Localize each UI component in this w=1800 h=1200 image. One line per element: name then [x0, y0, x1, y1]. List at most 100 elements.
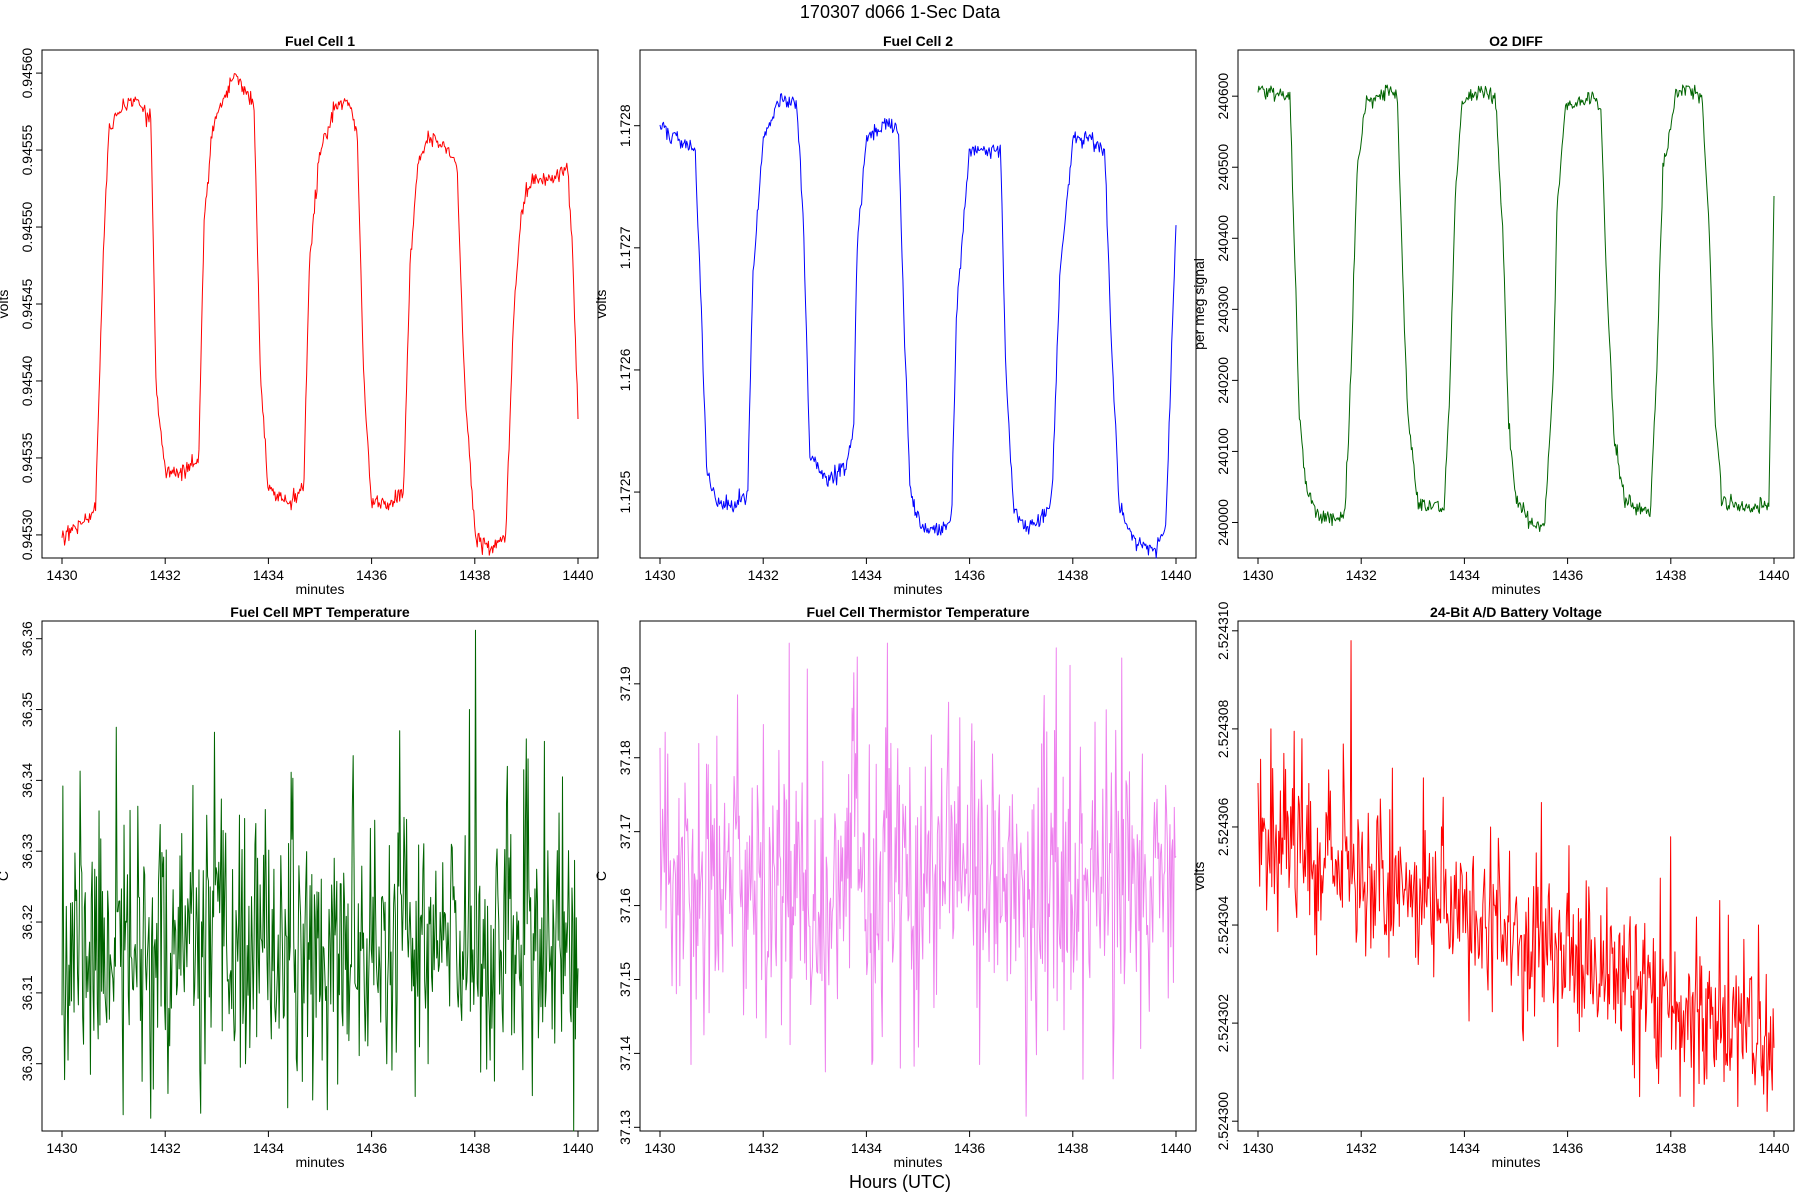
y-tick-label: 2.524308 — [1215, 699, 1231, 758]
panel-6: 24-Bit A/D Battery Voltage 1430 1432 1434 14… — [1191, 601, 1795, 1170]
y-tick-label: 1.1726 — [617, 348, 633, 391]
plot-frame — [1237, 620, 1795, 1132]
x-tick-label: 1436 — [954, 1140, 985, 1156]
x-tick-label: 1432 — [1346, 1140, 1377, 1156]
x-axis-label: minutes — [893, 1154, 942, 1170]
panel-1: Fuel Cell 1 1430 1432 1434 1436 1438 1440 minut… — [0, 33, 599, 597]
y-tick-label: 240400 — [1215, 215, 1231, 262]
panel-title: Fuel Cell 1 — [285, 33, 355, 49]
x-tick-label: 1430 — [1242, 1140, 1273, 1156]
series-line — [659, 93, 1177, 559]
x-tick-label: 1436 — [1552, 567, 1583, 583]
x-tick-label: 1432 — [748, 1140, 779, 1156]
y-tick-label: 0.94540 — [19, 355, 35, 406]
x-tick-label: 1430 — [644, 567, 675, 583]
x-tick-label: 1438 — [459, 1140, 490, 1156]
x-tick-label: 1438 — [1057, 567, 1088, 583]
x-axis-label: minutes — [295, 1154, 344, 1170]
panel-title: 24-Bit A/D Battery Voltage — [1430, 604, 1602, 620]
x-tick-label: 1440 — [1758, 567, 1789, 583]
series-line — [1257, 84, 1775, 533]
series-line — [1257, 640, 1775, 1112]
y-tick-label: 36.31 — [19, 975, 35, 1010]
y-tick-label: 0.94545 — [19, 278, 35, 329]
x-tick-label: 1430 — [1242, 567, 1273, 583]
y-tick-label: 240000 — [1215, 499, 1231, 546]
y-tick-label: 37.16 — [617, 888, 633, 923]
x-axis-label: minutes — [295, 581, 344, 597]
x-axis-label: minutes — [1491, 581, 1540, 597]
y-tick-label: 240100 — [1215, 428, 1231, 475]
y-tick-label: 37.13 — [617, 1110, 633, 1145]
panel-4: Fuel Cell MPT Temperature 1430 1432 1434 143… — [0, 604, 599, 1170]
y-tick-label: 2.524306 — [1215, 798, 1231, 857]
y-tick-label: 2.524302 — [1215, 994, 1231, 1053]
y-axis-label: C — [0, 871, 11, 881]
x-tick-label: 1436 — [954, 567, 985, 583]
plot-frame — [1237, 49, 1795, 559]
x-tick-label: 1434 — [253, 567, 284, 583]
y-axis-label: per meg signal — [1191, 258, 1207, 350]
x-tick-label: 1432 — [150, 567, 181, 583]
x-tick-label: 1440 — [1160, 567, 1191, 583]
plot-frame — [41, 620, 599, 1132]
x-tick-label: 1438 — [459, 567, 490, 583]
x-tick-label: 1430 — [644, 1140, 675, 1156]
y-tick-label: 36.36 — [19, 621, 35, 656]
y-tick-label: 37.15 — [617, 962, 633, 997]
y-tick-label: 36.30 — [19, 1046, 35, 1081]
y-tick-label: 37.18 — [617, 740, 633, 775]
x-tick-label: 1430 — [46, 1140, 77, 1156]
y-tick-label: 37.14 — [617, 1036, 633, 1071]
y-tick-label: 240600 — [1215, 73, 1231, 120]
panel-title: Fuel Cell 2 — [883, 33, 953, 49]
x-tick-label: 1436 — [1552, 1140, 1583, 1156]
x-tick-label: 1430 — [46, 567, 77, 583]
y-tick-label: 36.34 — [19, 763, 35, 798]
plot-frame — [639, 49, 1197, 559]
y-tick-label: 1.1727 — [617, 226, 633, 269]
y-tick-label: 240300 — [1215, 286, 1231, 333]
y-tick-label: 36.33 — [19, 833, 35, 868]
x-tick-label: 1436 — [356, 1140, 387, 1156]
series-line — [659, 642, 1177, 1117]
x-tick-label: 1440 — [1758, 1140, 1789, 1156]
y-tick-label: 36.32 — [19, 904, 35, 939]
panel-title: Fuel Cell MPT Temperature — [230, 604, 410, 620]
panel-5: Fuel Cell Thermistor Temperature 1430 1432… — [593, 604, 1197, 1170]
y-tick-label: 240200 — [1215, 357, 1231, 404]
x-tick-label: 1434 — [1449, 567, 1480, 583]
y-axis-label: C — [593, 871, 609, 881]
y-tick-label: 37.19 — [617, 666, 633, 701]
y-tick-label: 0.94550 — [19, 202, 35, 253]
plot-frame — [639, 620, 1197, 1132]
panels: Fuel Cell 1 1430 1432 1434 1436 1438 1440 minut… — [0, 33, 1795, 1170]
y-tick-label: 1.1725 — [617, 470, 633, 513]
x-tick-label: 1438 — [1655, 1140, 1686, 1156]
figure-xlabel: Hours (UTC) — [849, 1172, 951, 1192]
y-tick-label: 0.94535 — [19, 432, 35, 483]
y-tick-label: 240500 — [1215, 144, 1231, 191]
x-tick-label: 1434 — [1449, 1140, 1480, 1156]
x-tick-label: 1434 — [253, 1140, 284, 1156]
panel-3: O2 DIFF 1430 1432 1434 1436 1438 1440 minutes 24… — [1191, 33, 1795, 597]
y-tick-label: 0.94560 — [19, 48, 35, 99]
x-tick-label: 1440 — [562, 567, 593, 583]
series-line — [61, 629, 579, 1132]
x-axis-label: minutes — [893, 581, 942, 597]
y-tick-label: 1.1728 — [617, 104, 633, 147]
x-tick-label: 1438 — [1057, 1140, 1088, 1156]
y-tick-label: 0.94530 — [19, 509, 35, 560]
x-tick-label: 1434 — [851, 1140, 882, 1156]
x-tick-label: 1432 — [1346, 567, 1377, 583]
y-tick-label: 37.17 — [617, 814, 633, 849]
x-tick-label: 1436 — [356, 567, 387, 583]
x-tick-label: 1440 — [1160, 1140, 1191, 1156]
x-tick-label: 1440 — [562, 1140, 593, 1156]
panel-2: Fuel Cell 2 1430 1432 1434 1436 1438 1440 minut… — [593, 33, 1197, 597]
series-line — [61, 73, 579, 556]
y-tick-label: 0.94555 — [19, 125, 35, 176]
x-axis-label: minutes — [1491, 1154, 1540, 1170]
y-tick-label: 36.35 — [19, 692, 35, 727]
